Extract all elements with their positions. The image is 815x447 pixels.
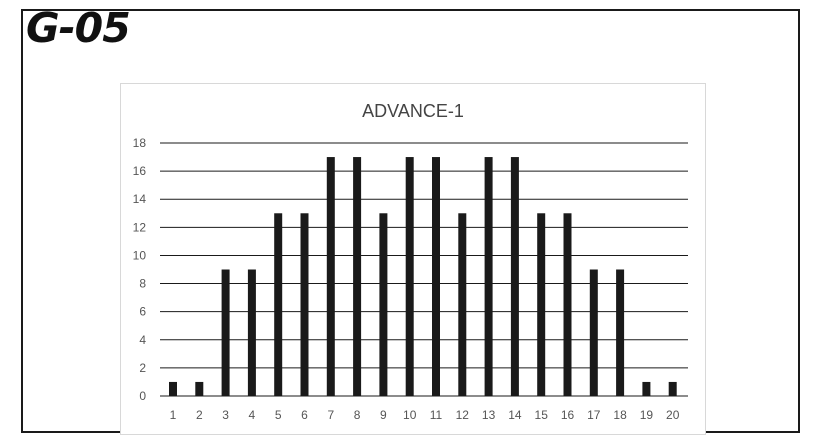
x-tick-label: 8 (354, 408, 361, 422)
x-axis-ticks: 1 2 3 4 5 6 7 8 9 10 11 12 13 14 15 16 17 18 19 20 (170, 408, 680, 422)
y-tick-label: 14 (133, 192, 147, 206)
y-tick-label: 12 (133, 220, 147, 234)
x-tick-label: 2 (196, 408, 203, 422)
chart-title: ADVANCE-1 (362, 101, 464, 121)
bar-12 (458, 213, 467, 396)
x-tick-label: 10 (403, 408, 417, 422)
bar-3 (221, 269, 230, 396)
bars (169, 157, 677, 396)
bar-7 (326, 157, 335, 396)
y-tick-label: 6 (139, 305, 146, 319)
x-tick-label: 19 (640, 408, 654, 422)
bar-8 (353, 157, 362, 396)
figure-label: G-05 (26, 4, 131, 52)
x-tick-label: 11 (430, 408, 443, 422)
y-tick-label: 16 (133, 164, 147, 178)
bar-17 (589, 269, 598, 396)
bar-1 (169, 381, 177, 396)
x-tick-label: 3 (222, 408, 229, 422)
x-tick-label: 4 (249, 408, 256, 422)
grid-layer (160, 142, 688, 397)
bar-19 (642, 381, 651, 396)
bar-20 (668, 381, 677, 396)
bar-4 (247, 269, 256, 396)
x-tick-label: 17 (587, 408, 601, 422)
bar-5 (274, 213, 283, 396)
bar-9 (379, 213, 388, 396)
bar-15 (537, 213, 546, 396)
x-tick-label: 20 (666, 408, 680, 422)
bar-6 (300, 213, 309, 396)
bar-14 (510, 157, 519, 396)
y-tick-label: 10 (133, 248, 147, 262)
y-axis-ticks: 0 2 4 6 8 10 12 14 16 18 (133, 136, 147, 403)
x-tick-label: 1 (170, 408, 177, 422)
x-tick-label: 5 (275, 408, 282, 422)
x-tick-label: 13 (482, 408, 496, 422)
y-tick-label: 2 (139, 361, 146, 375)
y-tick-label: 0 (139, 389, 146, 403)
x-tick-label: 15 (535, 408, 549, 422)
y-tick-label: 8 (139, 277, 146, 291)
x-tick-label: 9 (380, 408, 387, 422)
x-tick-label: 16 (561, 408, 575, 422)
bar-13 (484, 157, 493, 396)
x-tick-label: 6 (301, 408, 308, 422)
y-tick-label: 4 (139, 333, 146, 347)
x-tick-label: 14 (508, 408, 522, 422)
bar-16 (563, 213, 572, 396)
x-tick-label: 18 (613, 408, 627, 422)
x-tick-label: 7 (327, 408, 334, 422)
bar-11 (432, 157, 440, 396)
x-tick-label: 12 (456, 408, 470, 422)
bar-10 (405, 157, 414, 396)
y-tick-label: 18 (133, 136, 147, 150)
bar-2 (195, 381, 204, 396)
bar-18 (616, 269, 625, 396)
